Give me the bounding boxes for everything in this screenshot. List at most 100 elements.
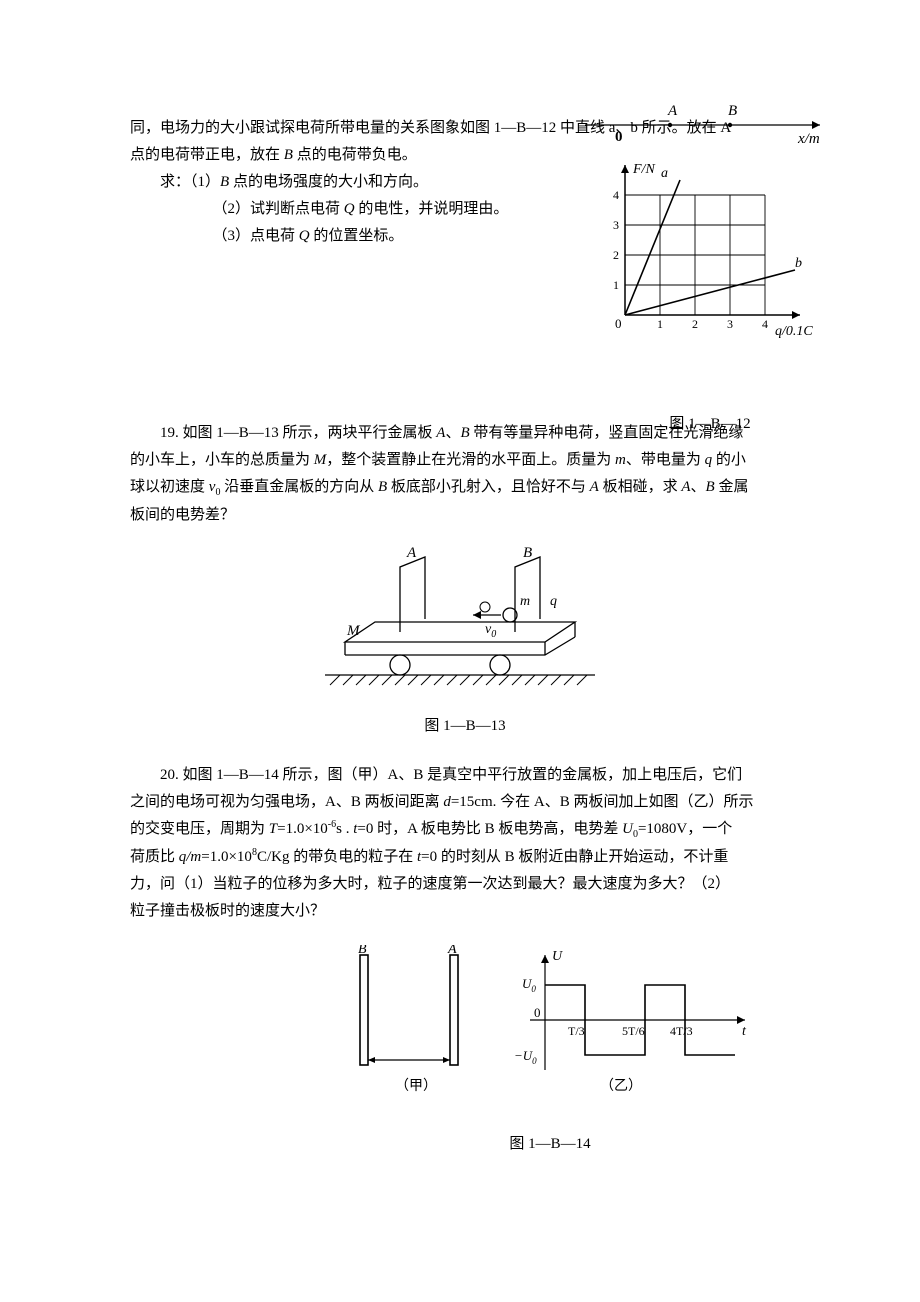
axis-label-B: B [728,103,737,119]
fig12-chart: F/N q/0.1C 0 1 [613,162,813,339]
yt3: 3 [613,218,619,232]
yt2: 2 [613,248,619,262]
t: =1.0×10 [201,849,252,865]
text: 点的电荷带负电。 [293,147,417,163]
p19-l4: 板间的电势差？ [130,502,800,529]
v: U [622,821,633,837]
label-neg-U0: −U0 [514,1048,537,1066]
v: B [706,479,715,495]
line-a-label: a [661,166,668,181]
p20-l3: 的交变电压，周期为 T=1.0×10-6s . t=0 时，A 板电势比 B 板… [130,816,800,844]
label-O: 0 [534,1005,541,1020]
problem-19: 19. 如图 1—B—13 所示，两块平行金属板 A、B 带有等量异种电荷，竖直… [130,420,800,740]
p20-l6: 粒子撞击极板时的速度大小？ [130,898,800,925]
text: 点的电场强度的大小和方向。 [229,174,428,190]
v: B [378,479,387,495]
fig13-caption: 图 1—B—13 [315,713,615,740]
t: 金属 [715,479,749,495]
label-B: B [523,547,532,561]
xt1: 1 [657,317,663,331]
v: A [590,479,599,495]
t: 球以初速度 [130,479,209,495]
t: =1.0×10 [277,821,328,837]
label-q: q [550,594,557,609]
fig12-svg: A B 0 x/m F/N q/0.1C 0 [580,95,840,395]
t: 板底部小孔射入，且恰好不与 [387,479,590,495]
tick-5T6: 5T/6 [622,1024,645,1038]
p20-l5: 力，问（1）当粒子的位移为多大时，粒子的速度第一次达到最大？最大速度为多大？（2… [130,871,800,898]
ball-inner [480,602,490,612]
fig14-svg: B A （甲） U [340,945,760,1115]
yt1: 1 [613,278,619,292]
problem-18: 同，电场力的大小跟试探电荷所带电量的关系图象如图 1—B—12 中直线 a、b … [130,115,800,250]
t: C/Kg 的带负电的粒子在 [257,849,417,865]
label-v0: v0 [485,622,496,640]
t: =0 的时刻从 B 板附近由静止开始运动，不计重 [421,849,728,865]
t: =0 时，A 板电势比 B 板电势高，电势差 [357,821,622,837]
t: 板相碰，求 [599,479,682,495]
p19-l2: 的小车上，小车的总质量为 M，整个装置静止在光滑的水平面上。质量为 m、带电量为… [130,447,800,474]
line-b-label: b [795,256,802,271]
yt4: 4 [613,188,619,202]
t: 的交变电压，周期为 [130,821,269,837]
p20-l4: 荷质比 q/m=1.0×108C/Kg 的带负电的粒子在 t=0 的时刻从 B … [130,844,800,871]
figure-1-b-13: A B m q v0 M [130,547,800,740]
var-Q: Q [299,228,310,244]
tick-4T3: 4T/3 [670,1024,693,1038]
guides [545,985,685,1020]
t: 、 [445,425,460,441]
var-B: B [284,147,293,163]
var-B: B [220,174,229,190]
tick-T3: T/3 [568,1024,585,1038]
v: M [314,452,327,468]
ylabel: F/N [632,162,655,177]
v: B [460,425,469,441]
fig14-caption: 图 1—B—14 [340,1131,760,1158]
axis-label-A: A [667,103,678,119]
text: （2）试判断点电荷 [213,201,344,217]
fig12-xaxis: A B 0 x/m [585,103,820,147]
t: 沿垂直金属板的方向从 [220,479,378,495]
figure-1-b-14: B A （甲） U [130,945,800,1158]
p20-l2: 之间的电场可视为匀强电场，A、B 两板间距离 d=15cm. 今在 A、B 两板… [130,789,800,816]
xlabel-t: t [742,1024,747,1039]
line-a [625,180,680,315]
fig14-left: B A [358,945,458,1065]
p20-l1: 20. 如图 1—B—14 所示，图（甲）A、B 是真空中平行放置的金属板，加上… [130,762,800,789]
fig12-caption: 图 1—B—12 [580,411,840,438]
t: 19. 如图 1—B—13 所示，两块平行金属板 [160,425,436,441]
text: （3）点电荷 [213,228,299,244]
problem-20: 20. 如图 1—B—14 所示，图（甲）A、B 是真空中平行放置的金属板，加上… [130,762,800,1158]
origin: 0 [615,316,622,331]
v: m [615,452,626,468]
t: 荷质比 [130,849,179,865]
left-caption: （甲） [395,1078,437,1094]
xt3: 3 [727,317,733,331]
label-U0: U0 [522,976,536,994]
figure-1-b-12: A B 0 x/m F/N q/0.1C 0 [580,95,840,438]
xt4: 4 [762,317,768,331]
plates [400,557,540,632]
t: s . [336,821,353,837]
v: d [443,794,451,810]
t: 的小车上，小车的总质量为 [130,452,314,468]
t: 、带电量为 [626,452,705,468]
cart [345,622,575,655]
var-Q: Q [344,201,355,217]
v: q/m [179,849,202,865]
xt2: 2 [692,317,698,331]
axis-label-O: 0 [615,129,623,145]
t: 的小 [712,452,746,468]
t: =1080V，一个 [638,821,732,837]
t: ，整个装置静止在光滑的水平面上。质量为 [326,452,615,468]
t: 之间的电场可视为匀强电场，A、B 两板间距离 [130,794,443,810]
v: A [681,479,690,495]
xlabel: q/0.1C [775,324,813,339]
fig13-svg: A B m q v0 M [315,547,615,697]
axis-label-xm: x/m [797,131,820,147]
hatch [330,675,587,685]
text: 的位置坐标。 [310,228,404,244]
text: 点的电荷带正电，放在 [130,147,284,163]
right-caption: （乙） [600,1078,642,1094]
label-B: B [358,945,367,957]
